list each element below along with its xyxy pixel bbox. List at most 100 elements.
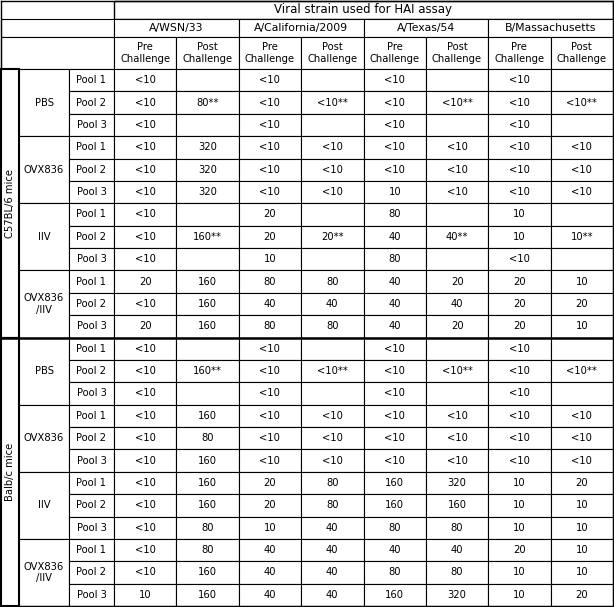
- Bar: [69, 517, 114, 539]
- Bar: [363, 37, 426, 69]
- Text: <10: <10: [134, 478, 155, 488]
- Text: <10: <10: [572, 433, 593, 443]
- Text: Pre
Challenge: Pre Challenge: [370, 42, 420, 64]
- Text: <10: <10: [384, 344, 405, 354]
- Bar: [488, 114, 551, 136]
- Text: <10: <10: [446, 433, 467, 443]
- Bar: [114, 69, 176, 92]
- Bar: [551, 517, 613, 539]
- Text: Pool 3: Pool 3: [77, 523, 106, 533]
- Text: <10: <10: [260, 187, 281, 197]
- Text: Pool 3: Pool 3: [77, 456, 106, 466]
- Bar: [114, 37, 176, 69]
- Bar: [239, 583, 301, 606]
- Text: 160: 160: [198, 590, 217, 600]
- Bar: [239, 19, 363, 37]
- Bar: [551, 226, 613, 248]
- Bar: [19, 203, 69, 270]
- Bar: [426, 248, 488, 270]
- Bar: [114, 248, 176, 270]
- Bar: [176, 293, 239, 315]
- Text: <10: <10: [260, 388, 281, 398]
- Bar: [301, 449, 363, 472]
- Text: 10: 10: [513, 209, 526, 220]
- Text: Pool 2: Pool 2: [77, 232, 106, 242]
- Text: <10: <10: [384, 411, 405, 421]
- Bar: [239, 293, 301, 315]
- Bar: [301, 427, 363, 449]
- Bar: [301, 136, 363, 158]
- Bar: [69, 583, 114, 606]
- Bar: [551, 315, 613, 337]
- Text: 80: 80: [389, 523, 401, 533]
- Bar: [426, 158, 488, 181]
- Text: 40: 40: [263, 568, 276, 577]
- Text: 320: 320: [198, 187, 217, 197]
- Bar: [551, 583, 613, 606]
- Text: <10: <10: [260, 433, 281, 443]
- Bar: [363, 136, 426, 158]
- Bar: [176, 472, 239, 494]
- Text: Pool 1: Pool 1: [77, 209, 106, 220]
- Text: <10: <10: [322, 456, 343, 466]
- Text: <10: <10: [322, 433, 343, 443]
- Bar: [488, 382, 551, 405]
- Bar: [551, 360, 613, 382]
- Text: Pool 1: Pool 1: [77, 411, 106, 421]
- Text: <10: <10: [509, 366, 530, 376]
- Bar: [363, 181, 426, 203]
- Bar: [488, 337, 551, 360]
- Text: 40: 40: [326, 545, 338, 555]
- Bar: [551, 293, 613, 315]
- Bar: [239, 427, 301, 449]
- Text: 160: 160: [385, 500, 404, 510]
- Bar: [69, 472, 114, 494]
- Text: Pool 3: Pool 3: [77, 388, 106, 398]
- Text: A/Texas/54: A/Texas/54: [397, 23, 455, 33]
- Text: Pool 3: Pool 3: [77, 187, 106, 197]
- Text: OVX836: OVX836: [24, 433, 64, 443]
- Text: Pool 1: Pool 1: [77, 344, 106, 354]
- Bar: [551, 69, 613, 92]
- Bar: [363, 92, 426, 114]
- Text: <10: <10: [134, 232, 155, 242]
- Text: <10: <10: [384, 120, 405, 130]
- Text: 80: 80: [263, 277, 276, 287]
- Bar: [19, 472, 69, 539]
- Bar: [301, 382, 363, 405]
- Bar: [551, 270, 613, 293]
- Text: 10: 10: [575, 545, 588, 555]
- Text: <10: <10: [509, 187, 530, 197]
- Text: <10**: <10**: [441, 98, 473, 107]
- Bar: [551, 494, 613, 517]
- Bar: [551, 337, 613, 360]
- Text: <10: <10: [260, 142, 281, 152]
- Text: 10: 10: [513, 590, 526, 600]
- Text: <10: <10: [260, 120, 281, 130]
- Bar: [239, 517, 301, 539]
- Bar: [301, 494, 363, 517]
- Text: OVX836: OVX836: [24, 164, 64, 175]
- Bar: [239, 248, 301, 270]
- Text: 80**: 80**: [196, 98, 219, 107]
- Bar: [488, 270, 551, 293]
- Bar: [114, 561, 176, 583]
- Text: <10: <10: [509, 388, 530, 398]
- Bar: [363, 583, 426, 606]
- Bar: [426, 382, 488, 405]
- Bar: [114, 539, 176, 561]
- Text: 80: 80: [326, 478, 338, 488]
- Bar: [426, 561, 488, 583]
- Bar: [426, 37, 488, 69]
- Bar: [69, 293, 114, 315]
- Bar: [69, 539, 114, 561]
- Bar: [363, 360, 426, 382]
- Text: Pool 2: Pool 2: [77, 366, 106, 376]
- Text: Pool 3: Pool 3: [77, 590, 106, 600]
- Text: 40: 40: [263, 299, 276, 309]
- Text: 20: 20: [139, 321, 152, 331]
- Text: 320: 320: [198, 142, 217, 152]
- Text: 20: 20: [575, 299, 588, 309]
- Text: 20: 20: [263, 478, 276, 488]
- Bar: [176, 583, 239, 606]
